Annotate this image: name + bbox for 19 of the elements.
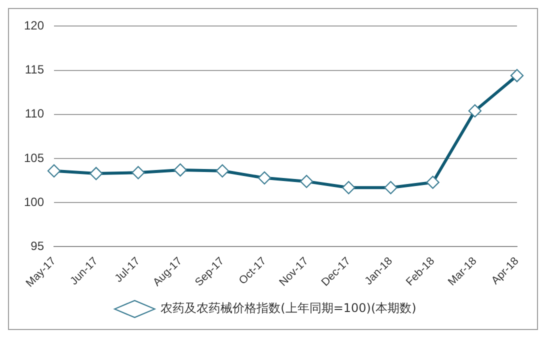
point (258, 171, 272, 185)
legend-label: 农药及农药械价格指数(上年同期=100)(本期数) (160, 301, 416, 316)
y-tick-label: 100 (24, 194, 44, 209)
y-tick-label: 105 (24, 150, 44, 165)
point (342, 181, 356, 194)
point (90, 166, 103, 180)
point (300, 174, 314, 188)
point (510, 69, 524, 82)
point (216, 164, 229, 178)
y-tick-label: 110 (24, 106, 44, 121)
point (426, 176, 440, 189)
y-tick-label: 115 (24, 62, 44, 77)
y-tick-label: 95 (30, 239, 44, 254)
point (174, 163, 187, 177)
y-tick-label: 120 (24, 18, 44, 33)
point (47, 164, 61, 178)
point (384, 181, 398, 194)
point (132, 166, 145, 180)
point (468, 104, 482, 118)
